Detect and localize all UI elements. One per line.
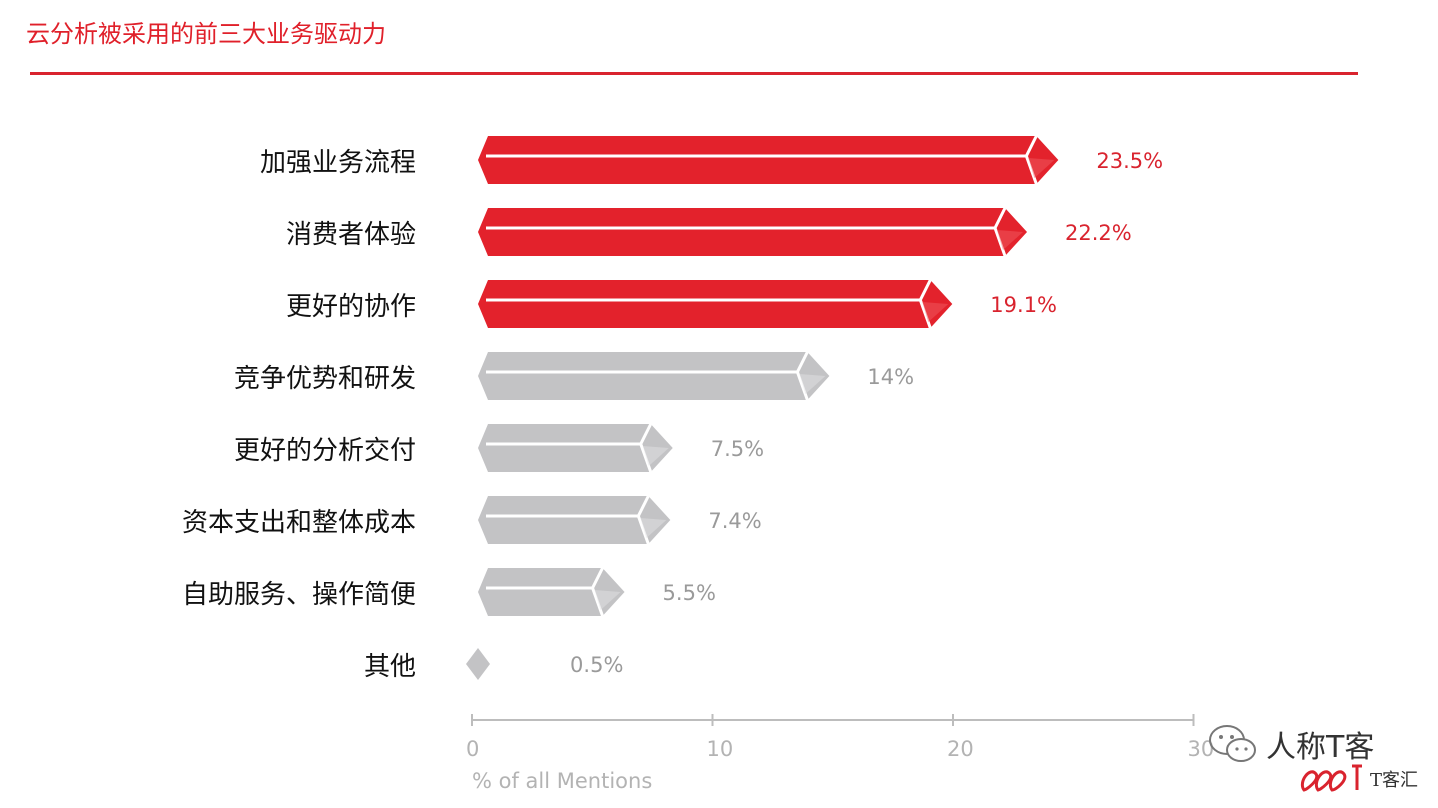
category-label-7: 其他	[364, 652, 416, 682]
x-axis-label: % of all Mentions	[472, 769, 652, 793]
x-tick-label-1: 10	[707, 737, 734, 761]
bar-cap-5	[636, 495, 650, 545]
category-label-4: 更好的分析交付	[234, 436, 416, 466]
bar-4	[478, 424, 673, 472]
category-label-5: 资本支出和整体成本	[182, 508, 416, 538]
watermark-name: 人称T客	[1266, 730, 1375, 765]
category-label-1: 消费者体验	[286, 220, 416, 250]
bar-shade-2	[922, 302, 949, 322]
bar-0	[478, 136, 1059, 184]
bar-shade-4	[642, 446, 669, 466]
category-label-2: 更好的协作	[286, 292, 416, 322]
category-label-3: 竞争优势和研发	[234, 364, 416, 394]
bar-3	[478, 352, 830, 400]
bar-shade-5	[640, 518, 667, 538]
value-label-0: 23.5%	[1096, 149, 1163, 173]
watermark-sub: T客汇	[1370, 770, 1419, 791]
value-label-7: 0.5%	[570, 653, 623, 677]
value-label-6: 5.5%	[663, 581, 716, 605]
x-tick-label-2: 20	[947, 737, 974, 761]
title-divider	[30, 72, 1358, 75]
value-label-3: 14%	[867, 365, 914, 389]
bar-shade-3	[799, 374, 826, 394]
x-tick-label-0: 0	[466, 737, 479, 761]
value-label-2: 19.1%	[990, 293, 1057, 317]
bar-cap-6	[590, 567, 604, 617]
bar-cap-2	[918, 279, 932, 329]
bar-shade-6	[594, 590, 621, 610]
value-label-4: 7.5%	[711, 437, 764, 461]
bar-cap-3	[795, 351, 809, 401]
bar-5	[478, 496, 671, 544]
value-label-1: 22.2%	[1065, 221, 1132, 245]
bar-shade-0	[1028, 158, 1055, 178]
value-label-5: 7.4%	[708, 509, 761, 533]
bar-shade-1	[997, 230, 1024, 250]
category-label-0: 加强业务流程	[260, 148, 416, 178]
bar-cap-1	[993, 207, 1007, 257]
bar-cap-0	[1024, 135, 1038, 185]
bar-1	[478, 208, 1028, 256]
brand-logo-icon	[1301, 764, 1362, 792]
bar-7	[466, 648, 490, 680]
bar-2	[478, 280, 953, 328]
bar-cap-4	[639, 423, 653, 473]
category-label-6: 自助服务、操作简便	[182, 580, 416, 610]
chart-title: 云分析被采用的前三大业务驱动力	[26, 20, 386, 48]
wechat-icon	[1209, 725, 1256, 762]
bar-6	[478, 568, 625, 616]
